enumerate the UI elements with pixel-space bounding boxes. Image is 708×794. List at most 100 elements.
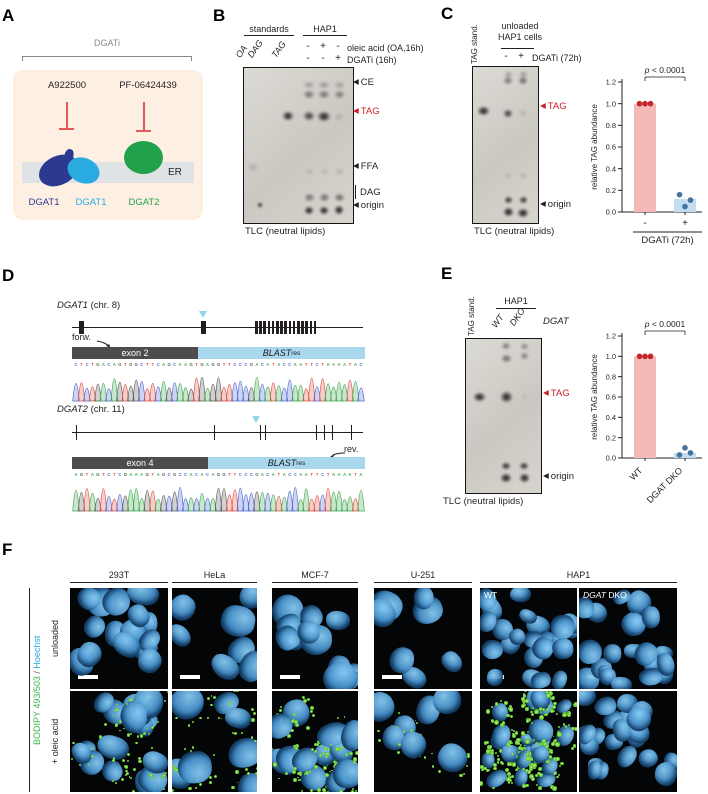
blot-spot xyxy=(519,352,529,360)
forward-primer-label: forw. xyxy=(72,332,92,342)
micro-image-mcf7-oleic xyxy=(272,691,358,792)
svg-text:G: G xyxy=(173,472,176,477)
lipid-droplet xyxy=(550,742,556,747)
dgati-bracket-label: DGATi xyxy=(94,38,120,48)
c-sign-minus: - xyxy=(504,51,508,62)
lipid-droplet xyxy=(553,701,557,706)
svg-text:A: A xyxy=(332,362,335,367)
row-label-unloaded: unloaded xyxy=(50,619,60,658)
lipid-droplet xyxy=(325,751,330,756)
blot-spot xyxy=(304,167,314,175)
lipid-droplet xyxy=(542,708,545,711)
svg-text:0.4: 0.4 xyxy=(606,413,616,422)
lipid-droplet xyxy=(175,716,178,720)
svg-text:G: G xyxy=(211,362,214,367)
lipid-droplet xyxy=(574,727,577,732)
lipid-droplet xyxy=(165,772,168,774)
lipid-droplet xyxy=(490,748,494,752)
lipid-droplet xyxy=(485,768,490,773)
lipid-droplet xyxy=(508,707,514,712)
dgat2-gene-title: DGAT2 (chr. 11) xyxy=(57,404,125,415)
blot-spot xyxy=(333,192,345,202)
band-dag: DAG xyxy=(360,187,381,198)
lipid-droplet xyxy=(573,743,577,748)
svg-text:C: C xyxy=(173,362,176,367)
blot-spot xyxy=(303,192,315,202)
nucleus xyxy=(550,668,570,689)
lipid-droplet xyxy=(125,769,129,773)
lipid-droplet xyxy=(567,723,571,727)
lipid-droplet xyxy=(538,707,543,711)
lipid-droplet xyxy=(231,785,235,789)
tlc-blot-e xyxy=(465,338,542,494)
lipid-droplet xyxy=(251,718,255,722)
lipid-droplet xyxy=(492,766,497,771)
lipid-droplet xyxy=(232,691,236,693)
column-header-hap1: HAP1 xyxy=(480,570,677,583)
svg-text:1.2: 1.2 xyxy=(606,78,616,87)
dgat2-protein xyxy=(124,141,163,174)
lipid-droplet xyxy=(466,765,469,768)
lipid-droplet xyxy=(493,720,499,726)
blot-spot xyxy=(502,207,514,217)
blot-spot xyxy=(317,110,331,122)
blot-spot xyxy=(257,202,263,208)
svg-text:C: C xyxy=(233,362,236,367)
lipid-droplet xyxy=(247,771,251,775)
standards-group-label: standards xyxy=(244,24,294,36)
dgati-bracket-tick-right xyxy=(191,56,192,61)
lipid-droplet xyxy=(313,749,317,753)
svg-text:C: C xyxy=(288,362,291,367)
lipid-droplet xyxy=(209,781,212,784)
lipid-droplet xyxy=(79,763,82,766)
lipid-droplet xyxy=(411,732,413,734)
left-arrowhead-icon: ◀ xyxy=(543,388,549,397)
lipid-droplet xyxy=(567,711,572,716)
lipid-droplet xyxy=(293,766,297,771)
lipid-droplet xyxy=(284,771,289,776)
svg-text:C: C xyxy=(195,472,198,477)
svg-text:T: T xyxy=(228,362,231,367)
nucleus xyxy=(486,667,505,687)
svg-text:G: G xyxy=(162,472,165,477)
lipid-droplet xyxy=(151,747,153,749)
lipid-droplet xyxy=(520,749,524,752)
lipid-droplet xyxy=(161,776,164,780)
lipid-droplet xyxy=(549,784,555,789)
er-label: ER xyxy=(168,167,182,178)
lipid-droplet xyxy=(130,776,132,779)
svg-text:G: G xyxy=(255,472,258,477)
lipid-droplet xyxy=(287,734,291,739)
lipid-droplet xyxy=(512,730,515,733)
lipid-droplet xyxy=(509,763,512,766)
inhibitor-a922500-label: A922500 xyxy=(47,80,87,91)
lipid-droplet xyxy=(415,721,419,725)
lipid-droplet xyxy=(508,781,511,784)
lipid-droplet xyxy=(199,716,203,720)
micro-image-hela-unloaded xyxy=(172,588,257,689)
exon-tick xyxy=(260,425,262,440)
svg-text:0.2: 0.2 xyxy=(606,186,616,195)
nucleus xyxy=(176,749,213,784)
blot-spot xyxy=(333,89,345,99)
lipid-droplet xyxy=(314,765,319,770)
dgat1-exon-targeted xyxy=(201,321,206,334)
svg-text:0.8: 0.8 xyxy=(606,121,616,130)
svg-text:A: A xyxy=(359,472,362,477)
svg-text:C: C xyxy=(359,362,362,367)
svg-text:A: A xyxy=(343,362,346,367)
lipid-droplet xyxy=(480,764,485,770)
lipid-droplet xyxy=(491,750,494,754)
svg-text:A: A xyxy=(129,472,132,477)
lipid-droplet xyxy=(138,759,142,764)
column-header-mcf7: MCF-7 xyxy=(272,570,358,583)
lipid-droplet xyxy=(564,724,568,728)
row-label-oleic-acid: + oleic acid xyxy=(50,718,60,765)
reverse-primer-arrow-icon xyxy=(330,452,346,458)
svg-text:A: A xyxy=(212,472,215,477)
lipid-droplet xyxy=(506,776,512,782)
lipid-droplet xyxy=(90,754,95,759)
lipid-droplet xyxy=(378,739,381,742)
lipid-droplet xyxy=(531,721,534,724)
